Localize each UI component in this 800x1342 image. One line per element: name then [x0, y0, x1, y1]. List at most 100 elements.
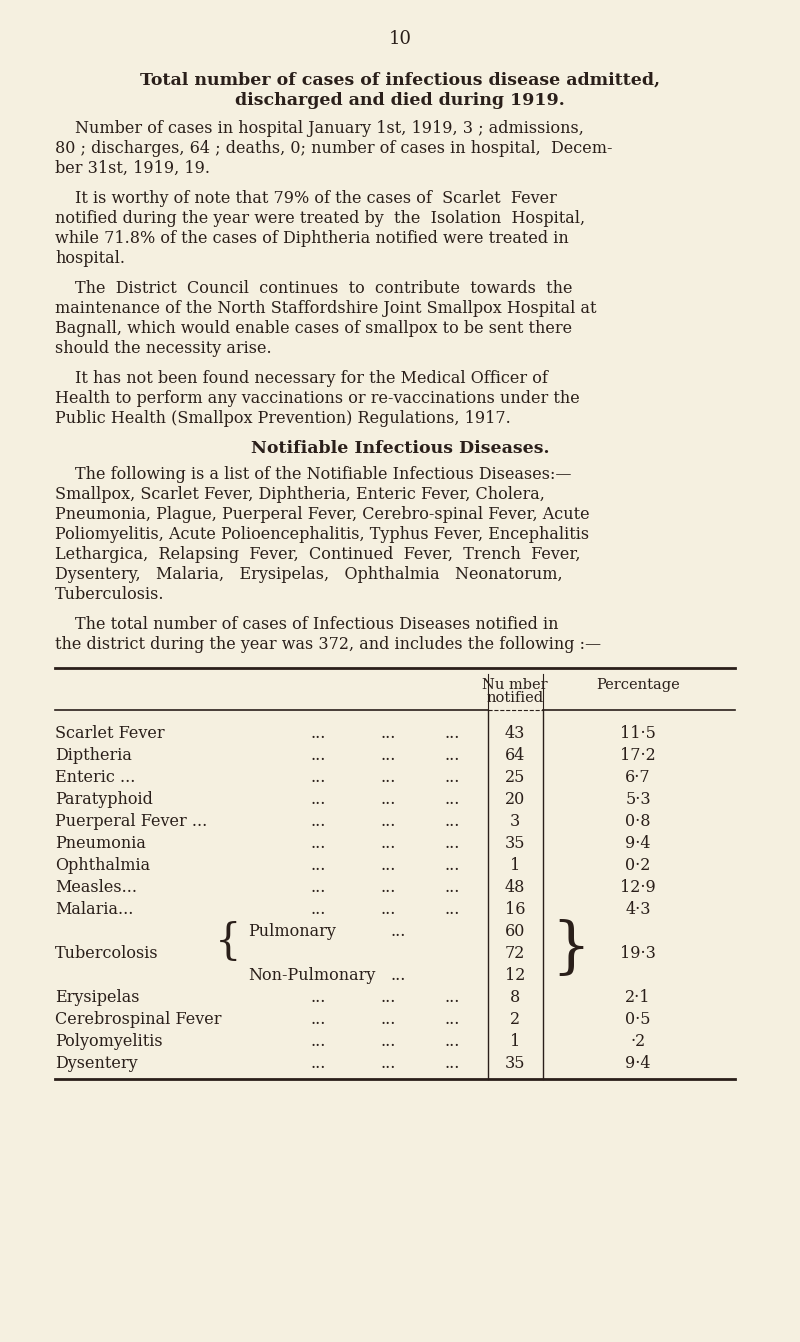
Text: 80 ; discharges, 64 ; deaths, 0; number of cases in hospital,  Decem-: 80 ; discharges, 64 ; deaths, 0; number … [55, 140, 613, 157]
Text: ...: ... [445, 879, 460, 896]
Text: 17·2: 17·2 [620, 747, 656, 764]
Text: 16: 16 [505, 900, 526, 918]
Text: It is worthy of note that 79% of the cases of  Scarlet  Fever: It is worthy of note that 79% of the cas… [75, 191, 557, 207]
Text: Pulmonary: Pulmonary [248, 923, 336, 939]
Text: ...: ... [445, 835, 460, 852]
Text: 6·7: 6·7 [625, 769, 651, 786]
Text: ...: ... [310, 747, 326, 764]
Text: 3: 3 [510, 813, 520, 829]
Text: notified: notified [486, 691, 543, 705]
Text: 60: 60 [505, 923, 525, 939]
Text: Smallpox, Scarlet Fever, Diphtheria, Enteric Fever, Cholera,: Smallpox, Scarlet Fever, Diphtheria, Ent… [55, 486, 545, 503]
Text: Number of cases in hospital January 1st, 1919, 3 ; admissions,: Number of cases in hospital January 1st,… [75, 119, 584, 137]
Text: 35: 35 [505, 1055, 526, 1072]
Text: ...: ... [445, 900, 460, 918]
Text: 43: 43 [505, 725, 525, 742]
Text: Total number of cases of infectious disease admitted,: Total number of cases of infectious dise… [140, 72, 660, 89]
Text: Cerebrospinal Fever: Cerebrospinal Fever [55, 1011, 222, 1028]
Text: hospital.: hospital. [55, 250, 125, 267]
Text: should the necessity arise.: should the necessity arise. [55, 340, 272, 357]
Text: Lethargica,  Relapsing  Fever,  Continued  Fever,  Trench  Fever,: Lethargica, Relapsing Fever, Continued F… [55, 546, 581, 564]
Text: ...: ... [445, 747, 460, 764]
Text: ...: ... [310, 858, 326, 874]
Text: Enteric ...: Enteric ... [55, 769, 135, 786]
Text: 0·2: 0·2 [626, 858, 650, 874]
Text: Nu mber: Nu mber [482, 678, 548, 692]
Text: 1: 1 [510, 1033, 520, 1049]
Text: maintenance of the North Staffordshire Joint Smallpox Hospital at: maintenance of the North Staffordshire J… [55, 301, 597, 317]
Text: ...: ... [380, 1011, 395, 1028]
Text: 48: 48 [505, 879, 525, 896]
Text: ...: ... [380, 879, 395, 896]
Text: It has not been found necessary for the Medical Officer of: It has not been found necessary for the … [75, 370, 548, 386]
Text: ...: ... [380, 835, 395, 852]
Text: 64: 64 [505, 747, 525, 764]
Text: Non-Pulmonary: Non-Pulmonary [248, 968, 375, 984]
Text: 1: 1 [510, 858, 520, 874]
Text: ...: ... [380, 1033, 395, 1049]
Text: 10: 10 [389, 30, 411, 48]
Text: ...: ... [310, 900, 326, 918]
Text: ...: ... [380, 769, 395, 786]
Text: {: { [215, 921, 242, 964]
Text: 12·9: 12·9 [620, 879, 656, 896]
Text: }: } [551, 919, 590, 978]
Text: the district during the year was 372, and includes the following :—: the district during the year was 372, an… [55, 636, 601, 654]
Text: Public Health (Smallpox Prevention) Regulations, 1917.: Public Health (Smallpox Prevention) Regu… [55, 411, 510, 427]
Text: ...: ... [445, 858, 460, 874]
Text: Puerperal Fever ...: Puerperal Fever ... [55, 813, 207, 829]
Text: 12: 12 [505, 968, 525, 984]
Text: The total number of cases of Infectious Diseases notified in: The total number of cases of Infectious … [75, 616, 558, 633]
Text: ...: ... [380, 725, 395, 742]
Text: 8: 8 [510, 989, 520, 1006]
Text: 35: 35 [505, 835, 526, 852]
Text: Ophthalmia: Ophthalmia [55, 858, 150, 874]
Text: 2·1: 2·1 [626, 989, 650, 1006]
Text: ...: ... [310, 989, 326, 1006]
Text: ber 31st, 1919, 19.: ber 31st, 1919, 19. [55, 160, 210, 177]
Text: 11·5: 11·5 [620, 725, 656, 742]
Text: ...: ... [390, 923, 406, 939]
Text: ...: ... [380, 900, 395, 918]
Text: ·2: ·2 [630, 1033, 646, 1049]
Text: ...: ... [310, 835, 326, 852]
Text: ...: ... [445, 725, 460, 742]
Text: 72: 72 [505, 945, 525, 962]
Text: ...: ... [445, 1011, 460, 1028]
Text: Erysipelas: Erysipelas [55, 989, 139, 1006]
Text: Malaria...: Malaria... [55, 900, 134, 918]
Text: Diptheria: Diptheria [55, 747, 132, 764]
Text: ...: ... [310, 725, 326, 742]
Text: Tubercolosis: Tubercolosis [55, 945, 158, 962]
Text: Bagnall, which would enable cases of smallpox to be sent there: Bagnall, which would enable cases of sma… [55, 319, 572, 337]
Text: ...: ... [445, 813, 460, 829]
Text: ...: ... [380, 813, 395, 829]
Text: discharged and died during 1919.: discharged and died during 1919. [235, 93, 565, 109]
Text: Notifiable Infectious Diseases.: Notifiable Infectious Diseases. [250, 440, 550, 458]
Text: ...: ... [380, 1055, 395, 1072]
Text: ...: ... [380, 858, 395, 874]
Text: ...: ... [445, 989, 460, 1006]
Text: Polyomyelitis: Polyomyelitis [55, 1033, 162, 1049]
Text: Pneumonia: Pneumonia [55, 835, 146, 852]
Text: Dysentery: Dysentery [55, 1055, 138, 1072]
Text: ...: ... [380, 790, 395, 808]
Text: Measles...: Measles... [55, 879, 137, 896]
Text: 0·8: 0·8 [626, 813, 650, 829]
Text: The  District  Council  continues  to  contribute  towards  the: The District Council continues to contri… [75, 280, 573, 297]
Text: ...: ... [310, 1011, 326, 1028]
Text: ...: ... [380, 747, 395, 764]
Text: notified during the year were treated by  the  Isolation  Hospital,: notified during the year were treated by… [55, 209, 585, 227]
Text: ...: ... [310, 879, 326, 896]
Text: The following is a list of the Notifiable Infectious Diseases:—: The following is a list of the Notifiabl… [75, 466, 571, 483]
Text: 20: 20 [505, 790, 525, 808]
Text: 25: 25 [505, 769, 525, 786]
Text: ...: ... [445, 769, 460, 786]
Text: Tuberculosis.: Tuberculosis. [55, 586, 165, 603]
Text: ...: ... [445, 1033, 460, 1049]
Text: 9·4: 9·4 [626, 835, 650, 852]
Text: while 71.8% of the cases of Diphtheria notified were treated in: while 71.8% of the cases of Diphtheria n… [55, 229, 569, 247]
Text: ...: ... [445, 1055, 460, 1072]
Text: Dysentery,   Malaria,   Erysipelas,   Ophthalmia   Neonatorum,: Dysentery, Malaria, Erysipelas, Ophthalm… [55, 566, 562, 582]
Text: ...: ... [310, 1033, 326, 1049]
